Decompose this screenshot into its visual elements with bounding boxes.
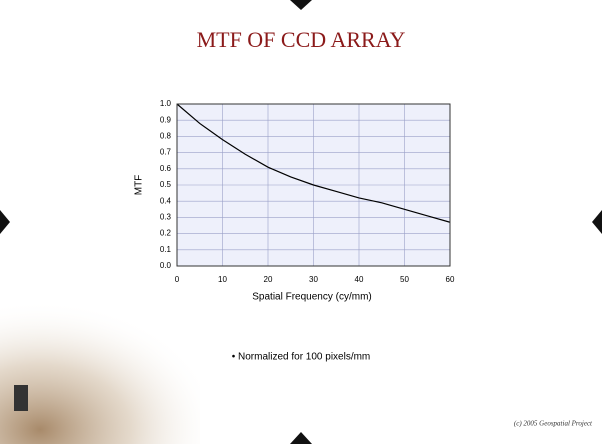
y-tick-label: 0.3 [160,213,172,222]
slide: MTF OF CCD ARRAY Spatial Frequency (cy/m… [0,0,602,444]
y-tick-label: 0.7 [160,148,172,157]
corner-image [0,300,200,444]
y-tick-label: 0.9 [160,115,172,124]
page: MTF OF CCD ARRAY Spatial Frequency (cy/m… [0,0,602,444]
slide-title: MTF OF CCD ARRAY [197,27,406,52]
x-tick-label: 40 [355,275,364,284]
y-tick-label: 0.0 [160,261,172,270]
y-tick-label: 0.1 [160,245,172,254]
x-axis-label: Spatial Frequency (cy/mm) [252,292,371,303]
y-tick-label: 0.8 [160,132,172,141]
footer: (c) 2005 Geospatial Project [514,420,593,428]
y-tick-label: 0.2 [160,229,172,238]
instrument-icon [14,385,28,411]
note: • Normalized for 100 pixels/mm [232,352,371,363]
x-tick-label: 60 [446,275,455,284]
x-tick-label: 50 [400,275,409,284]
x-tick-label: 20 [264,275,273,284]
y-tick-label: 0.5 [160,180,172,189]
y-tick-label: 0.6 [160,164,172,173]
x-tick-label: 0 [175,275,180,284]
y-tick-label: 1.0 [160,99,172,108]
x-tick-label: 30 [309,275,318,284]
y-tick-label: 0.4 [160,196,172,205]
y-axis-label: MTF [134,175,145,196]
x-tick-label: 10 [218,275,227,284]
